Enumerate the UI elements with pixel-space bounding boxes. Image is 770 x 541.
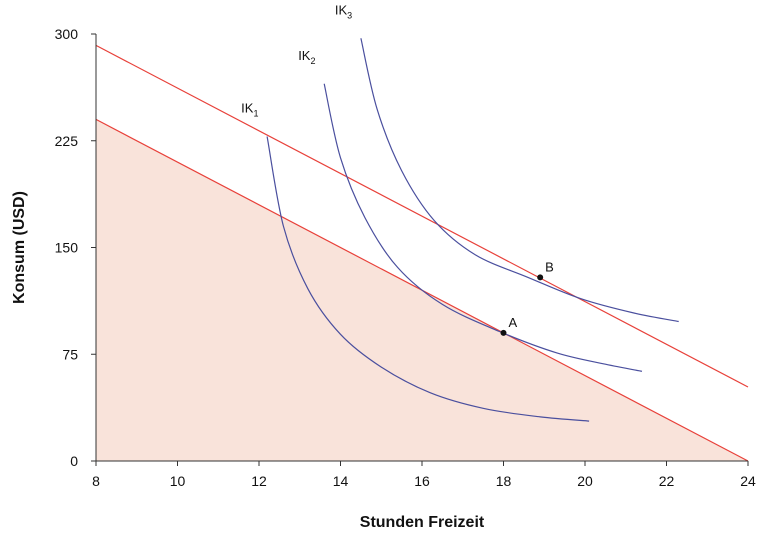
indifference-curves-layer [266, 38, 679, 422]
curve-labels-layer: IK1 IK2 IK3 [241, 2, 352, 118]
x-tick-label: 18 [496, 473, 512, 489]
x-axis-title: Stunden Freizeit [360, 514, 485, 531]
point-a [500, 329, 507, 336]
point-label-a: A [509, 315, 518, 330]
curve-label-3: IK3 [335, 2, 352, 20]
x-tick-label: 14 [333, 473, 349, 489]
x-tick-label: 12 [251, 473, 267, 489]
indifference-curve-1 [266, 136, 590, 422]
point-b [537, 274, 544, 281]
indifference-curve-3 [360, 38, 679, 323]
y-tick-label: 225 [55, 133, 79, 149]
curve-label-1: IK1 [241, 100, 258, 118]
points-layer: AB [500, 259, 554, 336]
x-tick-label: 8 [92, 473, 100, 489]
curve-label-2: IK2 [298, 48, 315, 66]
x-tick-label: 22 [659, 473, 675, 489]
y-tick-label: 150 [55, 240, 79, 256]
y-tick-label: 75 [62, 346, 78, 362]
budget-line-2 [95, 44, 749, 388]
x-tick-label: 10 [170, 473, 186, 489]
x-tick-label: 24 [740, 473, 756, 489]
y-tick-label: 300 [55, 26, 79, 42]
ticks-layer: 8 10 12 14 16 18 20 22 24 0 75 150 225 300 [55, 26, 756, 489]
y-tick-label: 0 [70, 453, 78, 469]
y-axis-title: Konsum (USD) [11, 191, 28, 304]
indifference-curve-2 [323, 83, 643, 372]
x-tick-label: 16 [414, 473, 430, 489]
x-tick-label: 20 [577, 473, 593, 489]
point-label-b: B [545, 259, 554, 274]
